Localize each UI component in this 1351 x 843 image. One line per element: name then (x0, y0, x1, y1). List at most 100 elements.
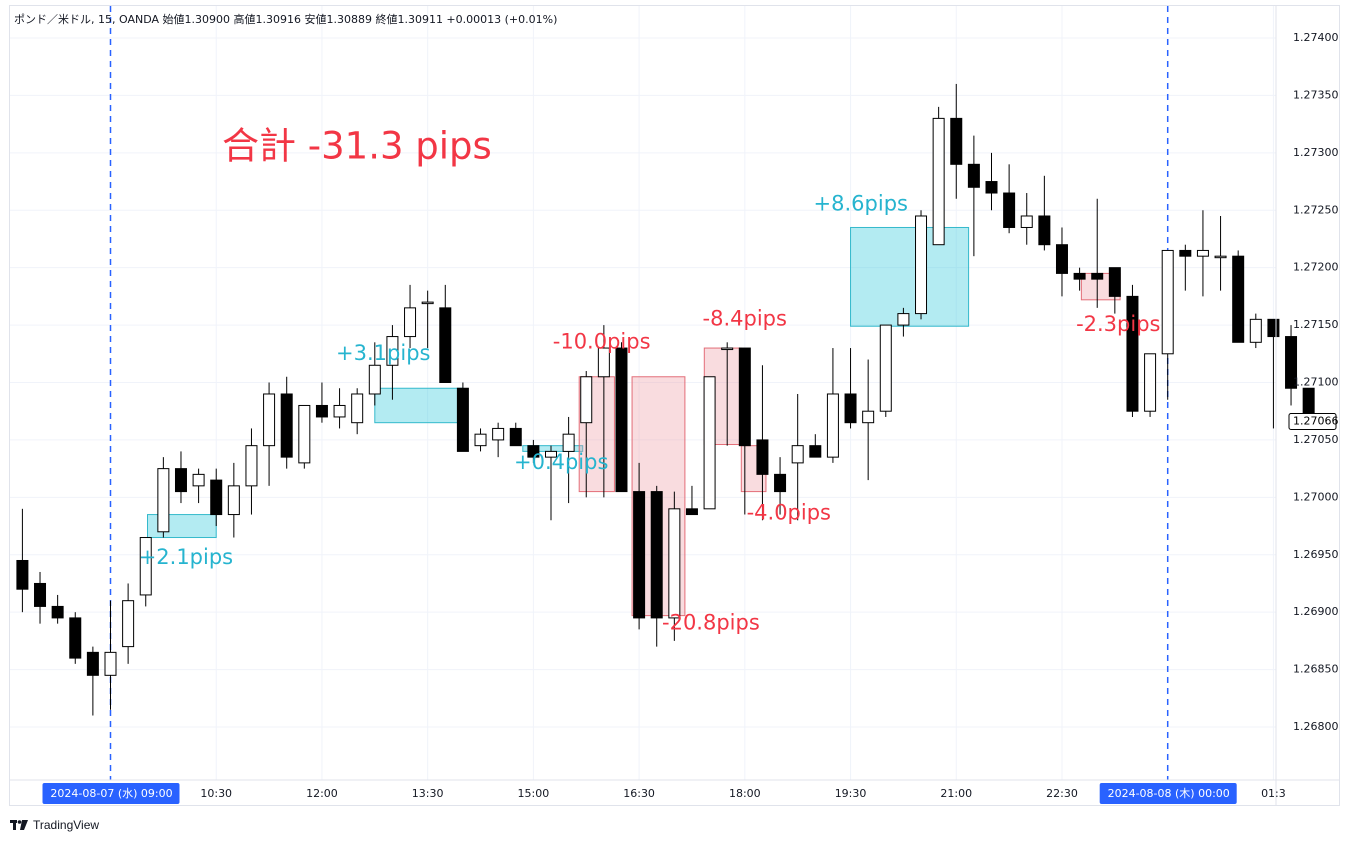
candle-body[interactable] (1038, 215, 1051, 246)
candle-body[interactable] (421, 301, 434, 305)
candle-body[interactable] (1126, 295, 1139, 412)
x-tick-label: 12:00 (306, 787, 338, 800)
x-tick-label: 01:3 (1261, 787, 1286, 800)
candle-body[interactable] (351, 393, 364, 424)
candle-body[interactable] (685, 508, 698, 516)
candle-body[interactable] (227, 485, 240, 516)
candle-body[interactable] (1285, 336, 1298, 389)
total-pips-label: 合計 -31.3 pips (222, 125, 492, 168)
candle-body[interactable] (439, 307, 452, 384)
candle-body[interactable] (492, 427, 505, 441)
candle-body[interactable] (1214, 255, 1227, 259)
y-tick-label: 1.26850 (1293, 663, 1339, 676)
candle-body[interactable] (1267, 318, 1280, 338)
y-tick-label: 1.27250 (1293, 203, 1339, 216)
candle-body[interactable] (456, 387, 469, 452)
y-tick-label: 1.27350 (1293, 88, 1339, 101)
candle-body[interactable] (1073, 272, 1086, 280)
candle-body[interactable] (1232, 255, 1245, 343)
y-tick-label: 1.27100 (1293, 376, 1339, 389)
candle-body[interactable] (967, 163, 980, 188)
candle-body[interactable] (774, 473, 787, 493)
candle-body[interactable] (597, 347, 610, 378)
y-tick-label: 1.27150 (1293, 318, 1339, 331)
candle-body[interactable] (210, 479, 223, 516)
symbol-legend: ポンド／米ドル, 15, OANDA 始値1.30900 高値1.30916 安… (14, 13, 558, 26)
candle-body[interactable] (1179, 249, 1192, 257)
candle-body[interactable] (34, 582, 47, 607)
trade-pips-label: -2.3pips (1076, 312, 1160, 336)
candle-body[interactable] (1249, 318, 1262, 343)
x-tick-label: 13:30 (412, 787, 444, 800)
candle-body[interactable] (668, 508, 681, 619)
candle-body[interactable] (509, 427, 522, 447)
y-tick-label: 1.27200 (1293, 261, 1339, 274)
x-tick-label: 21:00 (940, 787, 972, 800)
candle-body[interactable] (703, 376, 716, 510)
candle-body[interactable] (157, 468, 170, 533)
candle-body[interactable] (950, 117, 963, 165)
candle-body[interactable] (474, 433, 487, 447)
candle-body[interactable] (1003, 192, 1016, 228)
candle-body[interactable] (756, 439, 769, 475)
candle-body[interactable] (139, 537, 152, 596)
candle-body[interactable] (368, 364, 381, 395)
date-badge-label: 2024-08-07 (水) 09:00 (50, 787, 172, 800)
candle-body[interactable] (862, 410, 875, 424)
candle-body[interactable] (562, 433, 575, 452)
candle-body[interactable] (1055, 244, 1068, 274)
candle-body[interactable] (721, 347, 734, 351)
candle-body[interactable] (386, 336, 399, 366)
candle-body[interactable] (1108, 267, 1121, 297)
candle-body[interactable] (985, 181, 998, 194)
candle-body[interactable] (738, 347, 751, 447)
candle-body[interactable] (580, 376, 593, 424)
candle-body[interactable] (633, 491, 646, 619)
x-tick-label: 19:30 (835, 787, 867, 800)
candle-body[interactable] (16, 559, 29, 590)
current-price-label: 1.27066 (1293, 415, 1339, 428)
trade-pips-label: +0.4pips (514, 450, 608, 474)
candle-body[interactable] (826, 393, 839, 458)
y-tick-label: 1.26950 (1293, 548, 1339, 561)
candle-body[interactable] (245, 445, 258, 487)
candle-body[interactable] (879, 324, 892, 412)
candle-body[interactable] (650, 491, 663, 619)
y-tick-label: 1.27000 (1293, 490, 1339, 503)
candle-body[interactable] (615, 347, 628, 493)
candle-body[interactable] (315, 404, 328, 418)
candle-body[interactable] (280, 393, 293, 458)
y-tick-label: 1.27050 (1293, 433, 1339, 446)
candle-body[interactable] (527, 445, 540, 458)
candle-body[interactable] (809, 445, 822, 458)
tradingview-logo-icon (10, 819, 28, 831)
candle-body[interactable] (51, 605, 64, 619)
candle-body[interactable] (298, 404, 311, 464)
candle-body[interactable] (86, 651, 99, 676)
trade-pips-label: +2.1pips (139, 545, 233, 569)
tradingview-brand[interactable]: TradingView (10, 818, 99, 832)
candle-body[interactable] (844, 393, 857, 424)
candle-body[interactable] (122, 600, 135, 648)
y-tick-label: 1.26800 (1293, 720, 1339, 733)
candle-body[interactable] (174, 468, 187, 493)
candle-body[interactable] (1196, 249, 1209, 257)
candle-body[interactable] (897, 313, 910, 326)
trade-pips-label: -4.0pips (747, 500, 831, 524)
candle-body[interactable] (333, 404, 346, 418)
candle-body[interactable] (1020, 215, 1033, 228)
candle-body[interactable] (1091, 272, 1104, 280)
candle-body[interactable] (1144, 353, 1157, 412)
candle-body[interactable] (263, 393, 276, 447)
candle-body[interactable] (545, 450, 557, 458)
candle-body[interactable] (932, 117, 945, 246)
candle-body[interactable] (192, 473, 205, 487)
candle-body[interactable] (104, 651, 117, 676)
candle-body[interactable] (915, 215, 928, 315)
candle-body[interactable] (404, 307, 417, 338)
trade-box-2 (374, 387, 464, 424)
candle-body[interactable] (791, 445, 804, 464)
candle-body[interactable] (1161, 249, 1174, 355)
candle-body[interactable] (69, 617, 82, 659)
